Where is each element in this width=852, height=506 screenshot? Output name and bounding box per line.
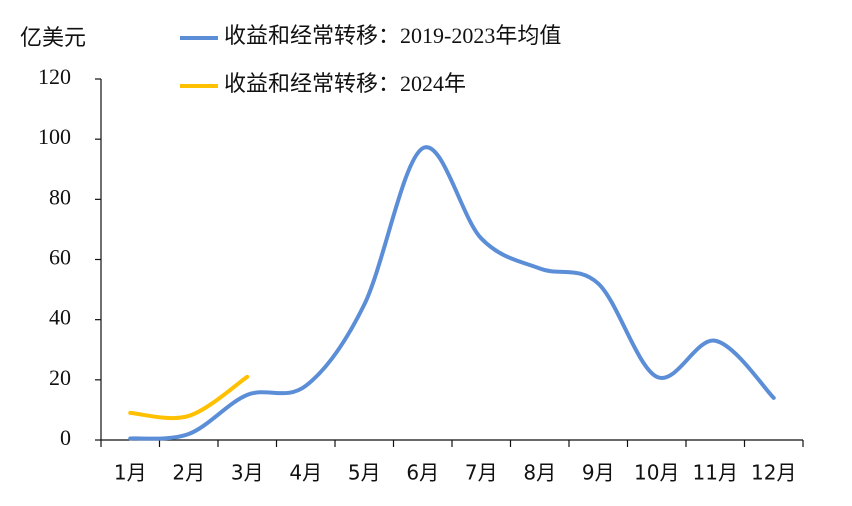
x-tick-label: 5月 [348,461,381,485]
y-tick-label: 60 [49,245,71,270]
y-tick-label: 100 [38,124,71,149]
x-tick-label: 6月 [406,461,439,485]
line-series [128,145,776,441]
y-tick-label: 20 [49,365,71,390]
x-tick-label: 10月 [634,461,679,485]
x-tick-label: 2月 [172,461,205,485]
x-tick-label: 11月 [693,461,738,485]
x-tick-label: 4月 [289,461,322,485]
legend-label: 收益和经常转移：2019-2023年均值 [224,23,561,48]
x-tick-label: 1月 [114,461,147,485]
x-tick-label: 8月 [523,461,556,485]
line-series [128,374,250,421]
x-tick-label: 9月 [582,461,615,485]
x-tick-label: 7月 [465,461,498,485]
y-axis-label: 亿美元 [20,25,86,50]
y-tick-label: 80 [49,184,71,209]
y-tick-label: 120 [38,64,71,89]
y-tick-label: 40 [49,305,71,330]
x-tick-label: 3月 [231,461,264,485]
x-tick-label: 12月 [751,461,796,485]
y-tick-label: 0 [60,425,71,450]
legend-label: 收益和经常转移：2024年 [224,71,466,96]
